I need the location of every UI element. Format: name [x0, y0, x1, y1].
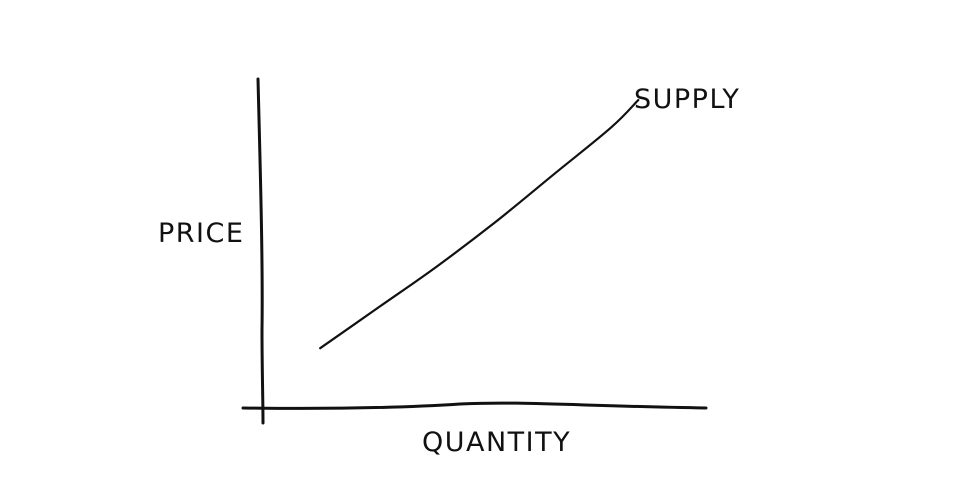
y-axis-label: PRICE — [158, 218, 244, 249]
supply-curve — [319, 98, 640, 350]
y-axis — [256, 77, 265, 425]
x-axis — [241, 401, 708, 410]
supply-series-label: SUPPLY — [634, 84, 740, 115]
x-axis-label: QUANTITY — [422, 427, 571, 458]
